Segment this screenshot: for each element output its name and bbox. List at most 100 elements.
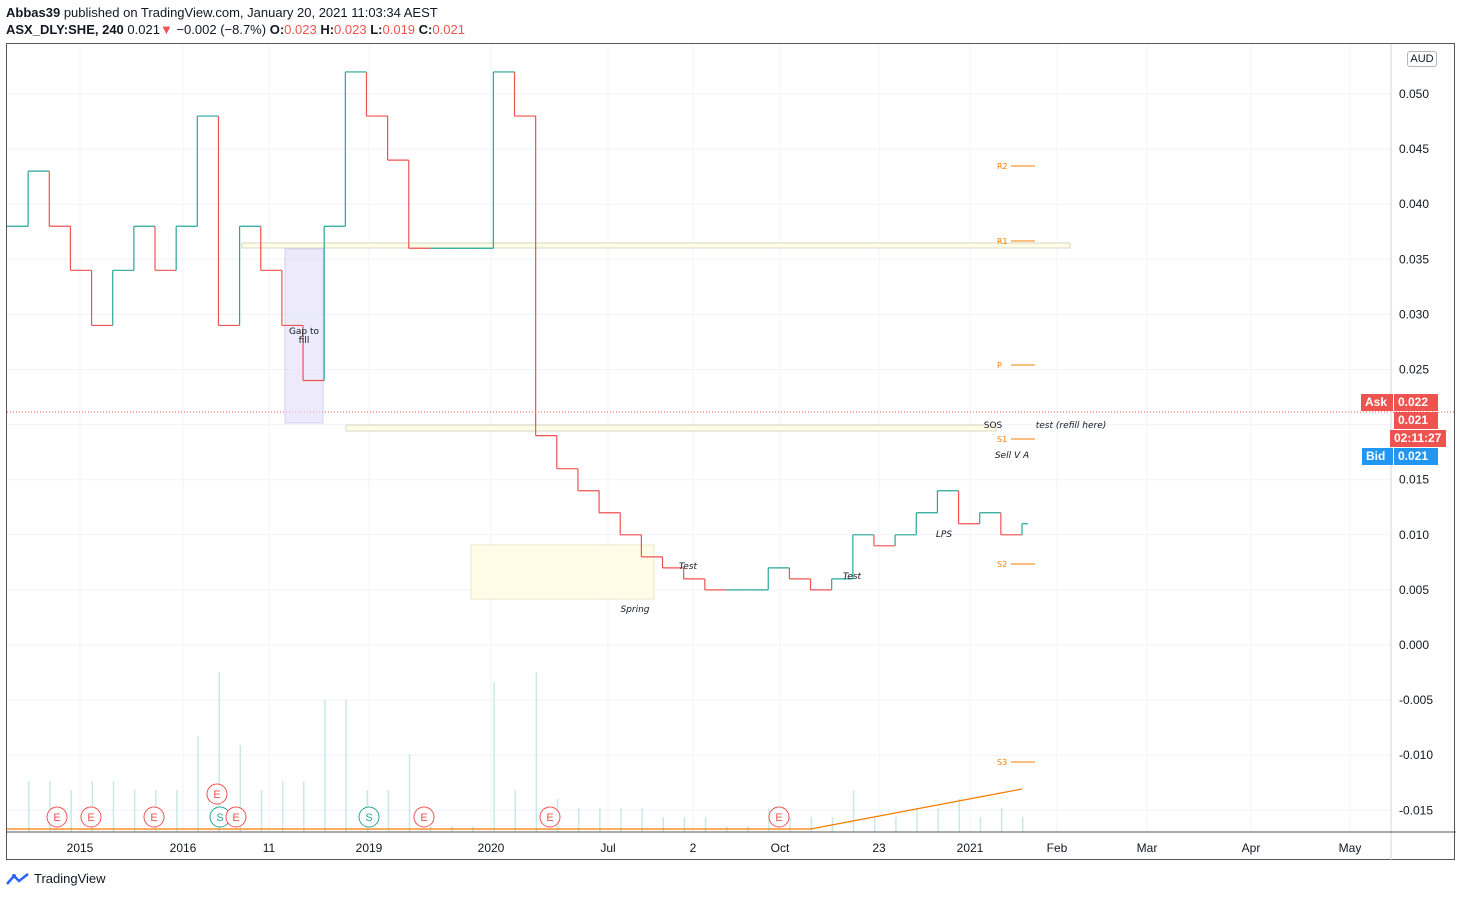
event-marker-label: E [53,812,60,824]
y-tick-label: 0.040 [1399,197,1429,211]
event-marker-label: E [213,789,220,801]
close-label: C: [418,22,433,37]
publish-info: Abbas39 published on TradingView.com, Ja… [6,5,438,20]
volume-bar [810,817,813,832]
low-value: 0.019 [382,22,416,37]
currency-badge[interactable]: AUD [1407,51,1437,67]
support-zone [345,424,997,432]
footer: TradingView [6,871,106,886]
y-tick-label: 0.045 [1399,142,1429,156]
open-value: 0.023 [284,22,317,37]
volume-bar [324,700,326,832]
y-tick-label: -0.015 [1399,803,1433,817]
y-tick-label: 0.010 [1399,528,1429,542]
event-marker-label: S [365,812,372,824]
low-label: L: [370,22,383,37]
volume-bar [620,808,622,832]
x-tick-label: Oct [771,841,790,855]
volume-bar [873,817,876,832]
event-marker-label: E [546,812,553,824]
x-tick-label: Feb [1047,841,1068,855]
annotation-text: Test [679,562,698,572]
volume-bar [112,781,115,832]
pivot-label: S1 [997,435,1007,444]
event-marker [768,806,790,828]
volume-bar [852,790,855,832]
volume-bar [345,700,347,832]
annotation-text: test (refill here) [1036,421,1107,431]
volume-bar [218,672,220,832]
pivot-label: R2 [997,162,1008,171]
author-name[interactable]: Abbas39 [6,5,61,20]
event-marker-label: E [87,812,94,824]
event-marker-label: S [216,812,223,824]
volume-bar [683,817,686,832]
symbol-info: ASX_DLY:SHE, 240 0.021▼ −0.002 (−8.7%) O… [6,22,465,37]
y-tick-label: 0.030 [1399,307,1429,321]
volume-bar [662,817,665,832]
event-marker [413,806,435,828]
chart-frame[interactable]: R2 R1 P S1 S2 S3 Gap to fill Spring Test Test LPS S… [6,43,1456,861]
event-marker-label: E [232,812,239,824]
event-marker [206,783,228,805]
volume-bar [895,817,897,832]
pivot-label: P [997,361,1002,370]
event-marker-label: E [775,812,782,824]
event-marker-label: E [420,812,427,824]
volume-bar [260,790,263,832]
annotation-text: fill [299,336,310,346]
bid-label: Bid [1362,448,1393,465]
bar-countdown: 02:11:27 [1390,430,1446,447]
last-price-badge: 0.021 [1394,412,1438,429]
brand-text[interactable]: TradingView [34,871,106,886]
volume-bar [303,781,305,832]
annotation-text: SOS [984,421,1003,431]
symbol-label[interactable]: ASX_DLY:SHE, 240 [6,22,124,37]
tradingview-logo-icon[interactable] [6,872,30,886]
y-tick-label: -0.005 [1399,693,1433,707]
volume-bar [408,754,411,832]
volume-bar [577,808,580,832]
event-marker [358,806,380,828]
volume-bar [387,790,390,832]
event-marker [225,806,247,828]
high-value: 0.023 [334,22,367,37]
x-tick-label: 2016 [170,841,197,855]
volume-bar [493,682,495,832]
published-text: published on TradingView.com, January 20… [63,5,438,20]
close-value: 0.021 [432,22,465,37]
volume-bar [916,808,918,832]
annotation-text: Sell V A [995,451,1029,461]
open-label: O: [269,22,285,37]
volume-bar [958,799,961,832]
y-tick-label: 0.005 [1399,583,1429,597]
x-tick-label: 2019 [356,841,383,855]
x-tick-label: Mar [1137,841,1158,855]
x-tick-label: 2020 [478,841,505,855]
volume-bar [91,781,94,832]
volume-bar [133,790,136,832]
x-tick-label: Jul [600,841,615,855]
ask-value: 0.022 [1394,394,1438,411]
event-marker-label: E [150,812,157,824]
annotation-text: Test [843,572,862,582]
ask-label: Ask [1361,394,1393,411]
pivot-label: S2 [997,560,1007,569]
y-tick-label: 0.025 [1399,363,1429,377]
volume-bar [514,790,516,832]
volume-bar [239,745,242,832]
volume-bar [28,781,30,832]
volume-bar [599,808,601,832]
y-tick-label: 0.015 [1399,473,1429,487]
event-marker [46,806,68,828]
volume-bar [937,808,939,832]
event-marker [539,806,561,828]
y-tick-label: 0.000 [1399,638,1429,652]
event-marker [80,806,102,828]
high-label: H: [320,22,335,37]
volume-bar [789,817,791,832]
bid-value: 0.021 [1394,448,1438,465]
y-tick-label: 0.035 [1399,252,1429,266]
volume-bar [1022,817,1024,832]
